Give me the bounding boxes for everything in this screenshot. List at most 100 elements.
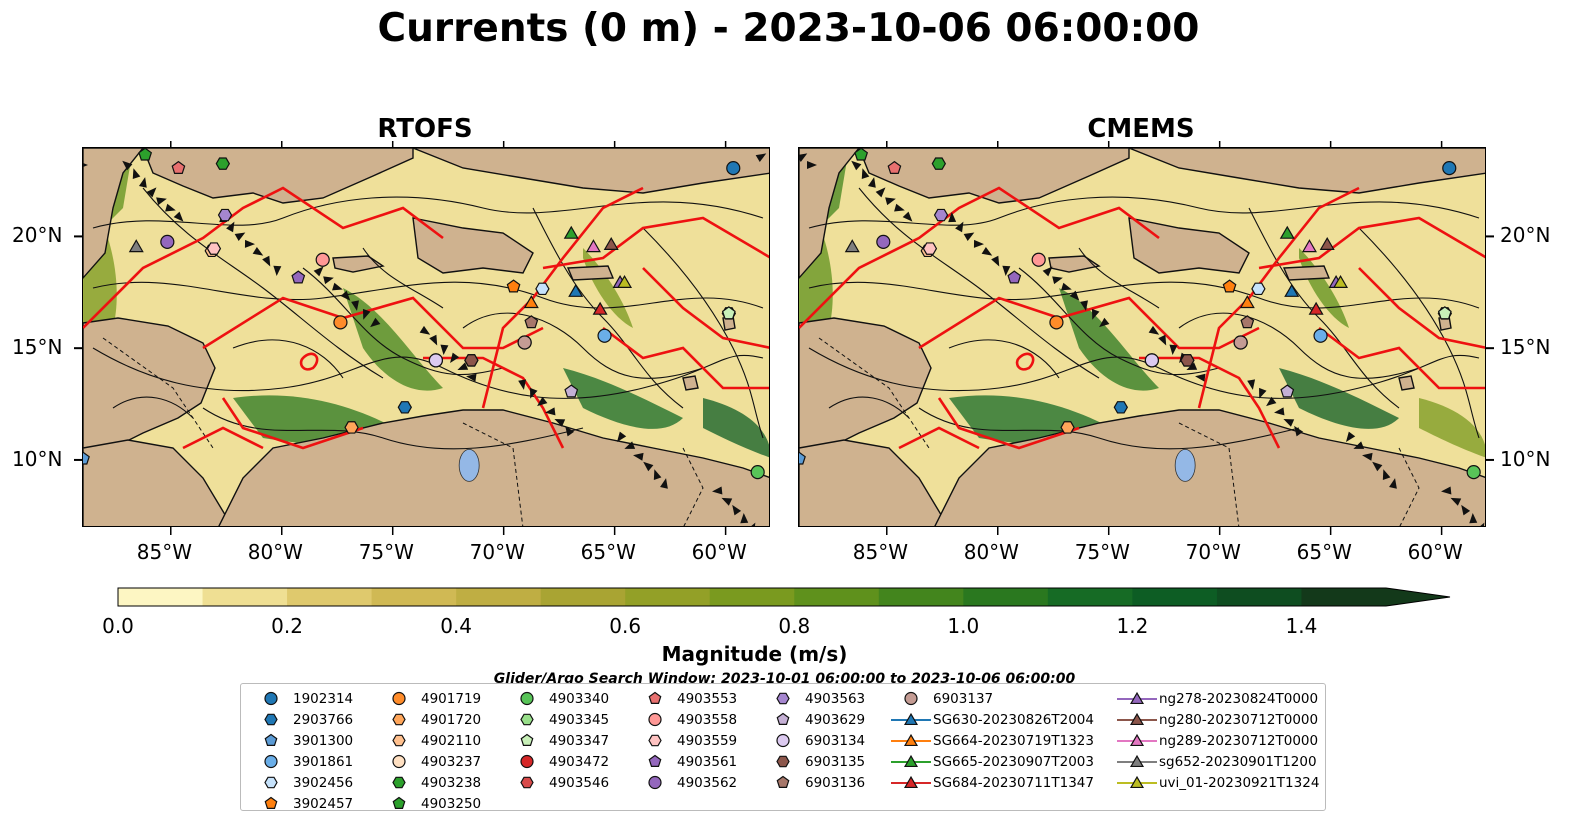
current-arrow bbox=[653, 469, 662, 481]
current-arrow bbox=[1099, 317, 1110, 328]
legend-entry: 4903237 bbox=[377, 751, 481, 772]
land-mass bbox=[682, 375, 699, 391]
legend-entry: 1902314 bbox=[249, 688, 353, 709]
legend-entry: 6903134 bbox=[761, 730, 865, 751]
legend-label: 6903136 bbox=[805, 774, 866, 791]
eez-boundary bbox=[898, 426, 980, 450]
current-arrow bbox=[755, 153, 767, 163]
platform-marker-4903629 bbox=[564, 384, 579, 398]
current-streamline bbox=[918, 407, 1300, 450]
land-mass bbox=[1282, 265, 1331, 281]
current-arrow bbox=[633, 452, 644, 461]
legend-marker-icon bbox=[776, 692, 790, 705]
current-arrow bbox=[732, 504, 742, 516]
country-border bbox=[818, 337, 930, 449]
platform-marker-1902314 bbox=[1442, 161, 1457, 176]
legend-label: 3901300 bbox=[293, 732, 354, 749]
current-arrow bbox=[1148, 325, 1160, 335]
current-streamline bbox=[642, 227, 764, 439]
eez-boundary bbox=[299, 352, 319, 371]
current-arrow bbox=[1461, 504, 1471, 516]
eez-boundary bbox=[1139, 356, 1281, 449]
legend-marker-icon bbox=[891, 775, 931, 789]
current-arrow bbox=[660, 478, 668, 489]
current-arrow bbox=[252, 246, 264, 256]
current-arrow bbox=[1476, 522, 1485, 526]
current-arrow bbox=[565, 425, 575, 437]
legend-label: 1902314 bbox=[293, 690, 354, 707]
platform-marker-sg665-20230907t2003 bbox=[1279, 225, 1295, 239]
current-arrow bbox=[981, 246, 993, 256]
map-panel-rtofs[interactable] bbox=[82, 147, 770, 527]
legend-marker-icon bbox=[264, 733, 278, 746]
current-arrow bbox=[226, 221, 235, 233]
legend-marker-icon bbox=[1117, 712, 1157, 726]
colorbar-segment bbox=[963, 588, 1049, 606]
colorbar-label: Magnitude (m/s) bbox=[661, 642, 848, 666]
current-streamline bbox=[1078, 247, 1160, 309]
current-arrow bbox=[721, 497, 733, 506]
legend-entry: 3901300 bbox=[249, 730, 353, 751]
colorbar-segment bbox=[878, 588, 964, 606]
current-streamline bbox=[92, 281, 764, 309]
current-arrow bbox=[323, 276, 334, 285]
colorbar-tick-label: 0.6 bbox=[609, 614, 642, 638]
current-streamline bbox=[92, 196, 764, 229]
lon-tick-label: 65°W bbox=[580, 540, 636, 564]
current-arrow bbox=[1441, 486, 1452, 495]
colorbar-segment bbox=[794, 588, 880, 606]
colorbar-segment bbox=[1132, 588, 1218, 606]
legend-entry: 2903766 bbox=[249, 709, 353, 730]
current-arrow bbox=[340, 290, 351, 301]
current-arrow bbox=[518, 379, 527, 390]
legend-label: 4903250 bbox=[421, 795, 482, 812]
platform-marker-sg684-20230711t1347 bbox=[1308, 301, 1324, 315]
legend-label: ng278-20230824T0000 bbox=[1159, 690, 1319, 707]
platform-marker-3902457 bbox=[1222, 279, 1237, 293]
lon-tick-label: 85°W bbox=[136, 540, 192, 564]
current-streamline bbox=[142, 187, 384, 379]
legend-label: 4903562 bbox=[677, 774, 738, 791]
legend-entry: 4903553 bbox=[633, 688, 737, 709]
current-arrow bbox=[440, 344, 449, 355]
legend-label: 4903563 bbox=[805, 690, 866, 707]
legend-label: 4903347 bbox=[549, 732, 610, 749]
eez-boundary bbox=[182, 426, 264, 450]
legend-marker-icon bbox=[648, 734, 662, 747]
legend-label: 6903137 bbox=[933, 690, 994, 707]
legend-marker-icon bbox=[776, 755, 790, 768]
legend-marker-icon bbox=[1117, 733, 1157, 747]
legend-marker-icon bbox=[891, 754, 931, 768]
current-streamline bbox=[1018, 267, 1220, 376]
colorbar-segment bbox=[625, 588, 711, 606]
legend-marker-icon bbox=[1117, 775, 1157, 789]
legend-label: ng280-20230712T0000 bbox=[1159, 711, 1319, 728]
legend-label: uvi_01-20230921T1324 bbox=[1159, 774, 1320, 791]
current-arrow bbox=[807, 161, 817, 169]
current-streamline bbox=[948, 339, 1060, 379]
platform-marker-6903136 bbox=[1240, 315, 1255, 329]
platform-marker-ng280-20230712t0000 bbox=[603, 236, 619, 250]
legend-marker-icon bbox=[1117, 691, 1157, 705]
current-arrow bbox=[624, 441, 636, 449]
map-panel-cmems[interactable] bbox=[798, 147, 1486, 527]
platform-marker-4903562 bbox=[876, 234, 891, 249]
legend-marker-icon bbox=[392, 776, 406, 789]
legend-marker-icon bbox=[648, 754, 662, 767]
legend-marker-icon bbox=[520, 776, 534, 789]
legend-entry: SG664-20230719T1323 bbox=[889, 730, 1094, 751]
lon-tick-label: 70°W bbox=[469, 540, 525, 564]
land-mass bbox=[412, 148, 769, 194]
legend-entry: sg652-20230901T1200 bbox=[1115, 751, 1317, 772]
current-arrow bbox=[244, 239, 255, 248]
current-arrow bbox=[537, 396, 548, 407]
platform-marker-3901861 bbox=[1313, 328, 1328, 343]
platform-marker-3901300 bbox=[799, 451, 806, 465]
lat-tick-label: 15°N bbox=[1500, 335, 1551, 360]
legend-label: SG665-20230907T2003 bbox=[933, 753, 1094, 770]
legend-marker-icon bbox=[648, 691, 662, 704]
legend-marker-icon bbox=[264, 691, 278, 706]
legend-label: 6903134 bbox=[805, 732, 866, 749]
current-magnitude-patch bbox=[563, 368, 683, 429]
current-arrow bbox=[1002, 265, 1011, 276]
